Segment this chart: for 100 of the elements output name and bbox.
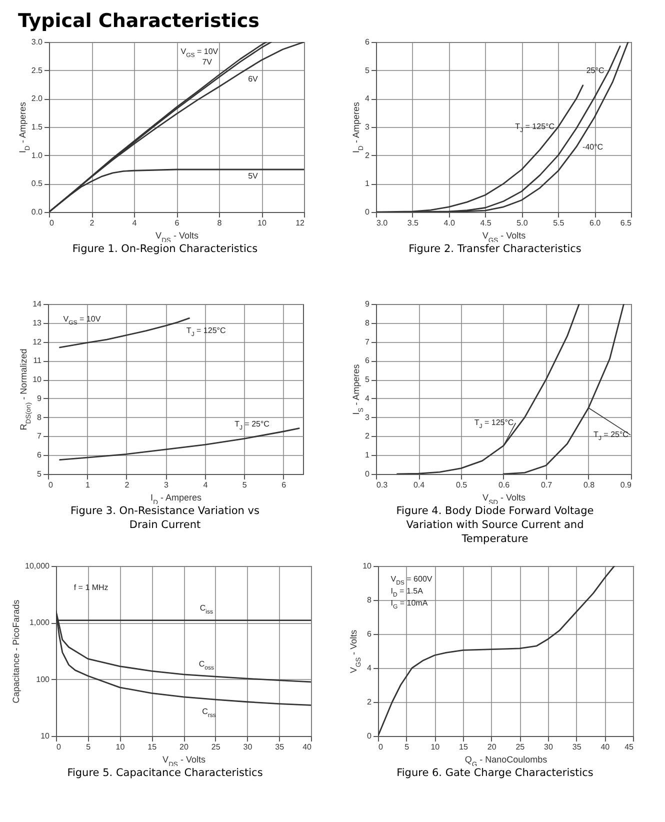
series-label: C$_{oss}$ [198,660,214,672]
series-label: T$_{J}$ = 125°C [474,418,514,430]
y-tick-label: 3.0 [31,38,44,46]
y-tick-label: 6 [364,38,370,46]
text: Figure 2. Transfer Characteristics [408,242,582,256]
x-tick-label: 20 [179,742,188,752]
x-axis-title: I$_{D}$ - Amperes [150,492,202,506]
annotation: I$_{G}$ = 10mA [390,598,428,610]
x-tick-label: 35 [572,742,582,752]
y-tick-label: 10 [40,732,50,740]
series-label: 6V [248,74,259,84]
x-tick-label: 40 [302,742,312,752]
y-tick-label: 100 [36,674,50,684]
y-tick-label: 2.5 [31,66,44,75]
series-label: T$_{J}$ = 25°C [234,420,270,432]
series-label: T$_{J}$ = 125°C [186,326,226,338]
y-axis-title: Capacitance - PicoFarads [10,599,21,704]
y-tick-label: 6 [366,630,372,638]
annotation: I$_{D}$ = 1.5A [390,586,424,598]
x-axis-title: V$_{DS}$ - Volts [162,754,206,768]
x-tick-label: 15 [147,742,157,752]
y-tick-label: 4 [364,394,370,403]
y-tick-label: 0 [364,470,370,478]
series-label: C$_{iss}$ [199,604,213,616]
y-tick-label: 10 [362,562,372,570]
x-tick-label: 4.5 [480,218,492,228]
x-tick-label: 8 [217,218,222,228]
y-tick-label: 1,000 [28,618,50,628]
x-tick-label: 6.5 [620,218,632,228]
y-tick-label: 5 [364,66,370,75]
x-tick-label: 0.5 [455,480,468,490]
y-tick-label: 3 [364,412,370,422]
y-tick-label: 10 [32,375,42,384]
y-tick-label: 2.0 [31,94,44,104]
y-tick-label: 1.5 [31,122,44,132]
y-tick-label: 8 [364,318,370,328]
x-tick-label: 6 [174,218,180,228]
x-axis-title: V$_{GS}$ - Volts [482,230,526,244]
y-tick-label: 12 [32,337,42,346]
series-label: 7V [202,57,213,66]
y-tick-label: 3 [364,122,370,132]
y-tick-label: 10,000 [24,562,50,570]
x-tick-label: 3.5 [406,218,419,228]
series-label: T$_{J}$ = 25°C [593,430,628,442]
x-tick-label: 1 [86,480,91,490]
text: Figure 6. Gate Charge Characteristics [396,766,594,780]
x-tick-label: 0.4 [412,480,425,490]
x-tick-label: 40 [600,742,610,752]
series-label: 5V [248,171,259,180]
x-tick-label: 2 [124,480,130,490]
series-label: T$_{J}$ = 125°C [514,122,554,134]
x-tick-label: 5.0 [516,218,528,228]
series-label: 25°C [586,66,604,75]
x-tick-label: 0 [378,742,383,752]
series-label: C$_{rss}$ [202,707,216,720]
x-tick-label: 2 [90,218,95,228]
x-tick-label: 0.6 [498,480,510,490]
x-tick-label: 10 [258,218,267,228]
x-tick-label: 3.0 [376,218,388,228]
x-tick-label: 0 [56,742,61,752]
x-tick-label: 35 [274,742,284,752]
y-tick-label: 1 [364,179,370,188]
x-tick-label: 45 [624,742,634,752]
text: Figure 1. On-Region Characteristics [71,242,259,256]
text: Figure 4. Body Diode Forward Voltage Variation with Source Current and Temperature [395,504,595,546]
x-tick-label: 4 [132,218,138,228]
x-tick-label: 12 [296,218,306,228]
x-tick-label: 15 [458,742,468,752]
y-tick-label: 8 [37,412,42,422]
y-tick-label: 4 [366,664,372,672]
y-tick-label: 7 [37,432,42,441]
y-tick-label: 13 [32,318,42,328]
x-tick-label: 0.7 [540,480,552,490]
x-tick-label: 0.3 [376,480,388,490]
x-tick-label: 10 [430,742,440,752]
y-tick-label: 2 [364,432,370,441]
x-axis-title: V$_{DS}$ - Volts [156,230,199,244]
x-tick-label: 6.0 [589,218,601,228]
annotation: V$_{GS}$ = 10V [63,314,102,326]
x-tick-label: 3 [164,480,169,490]
y-tick-label: 5 [37,470,42,478]
y-tick-label: 2 [364,150,370,160]
y-tick-label: 0 [364,208,370,216]
text: Figure 3. On-Resistance Variation vs Drain Current [70,504,260,532]
annotation: V$_{DS}$ = 600V [390,574,432,587]
y-tick-label: 2 [366,698,372,706]
x-tick-label: 10 [115,742,125,752]
x-tick-label: 5 [86,742,91,752]
x-tick-label: 5 [404,742,410,752]
text: Figure 5. Capacitance Characteristics [66,766,264,780]
series-label: -40°C [582,142,603,152]
y-tick-label: 7 [364,337,370,346]
x-tick-label: 30 [242,742,252,752]
x-tick-label: 4.0 [443,218,455,228]
y-tick-label: 1.0 [31,150,44,160]
x-tick-label: 20 [486,742,496,752]
y-tick-label: 8 [366,596,372,604]
x-tick-label: 6 [282,480,287,490]
y-tick-label: 1 [364,450,370,460]
x-axis-title: V$_{SD}$ - Volts [482,492,526,506]
